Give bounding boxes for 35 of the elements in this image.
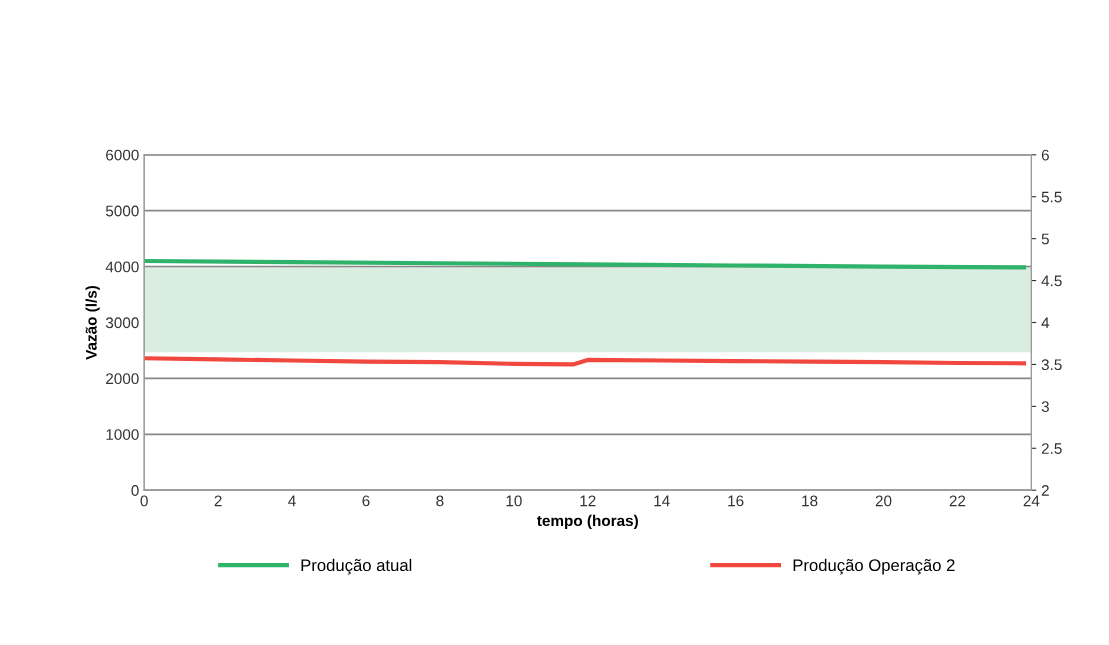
x-tick-label: 24: [1023, 495, 1040, 507]
line-series: [144, 356, 1027, 367]
x-tick-label: 8: [436, 495, 444, 507]
y-tick-label: 5000: [105, 205, 139, 217]
x-axis-title: tempo (horas): [537, 514, 638, 530]
y2-tick-label: 3.5: [1041, 359, 1062, 371]
x-tick-label: 0: [140, 495, 148, 507]
line-series: [144, 258, 1027, 270]
y-tick-label: 1000: [106, 429, 139, 440]
y-tick-label: 2000: [106, 373, 139, 385]
y-tick-label: 0: [131, 485, 139, 496]
y2-tick-label: 2.5: [1041, 443, 1062, 454]
y-axis-title: Vazão (l/s): [85, 285, 100, 360]
x-tick-label: 12: [580, 495, 596, 507]
y2-tick-label: 5.5: [1041, 191, 1062, 203]
y2-tick-label: 6: [1041, 149, 1049, 161]
x-tick-label: 4: [288, 495, 296, 507]
y2-tick-label: 4: [1041, 317, 1050, 329]
y-tick-label: 6000: [106, 149, 139, 161]
x-tick-label: 14: [654, 495, 670, 507]
x-tick-label: 6: [362, 495, 370, 507]
legend-label: Produção atual: [301, 558, 412, 575]
x-tick-label: 22: [949, 495, 966, 507]
x-tick-label: 16: [728, 495, 744, 507]
y-tick-label: 4000: [105, 261, 139, 273]
x-tick-label: 18: [802, 495, 818, 507]
x-tick-label: 20: [875, 495, 892, 507]
y2-tick-label: 5: [1041, 233, 1049, 245]
legend-label: Produção Operação 2: [793, 558, 955, 575]
y2-tick-label: 4.5: [1041, 275, 1062, 287]
y2-tick-label: 3: [1041, 401, 1049, 413]
x-tick-label: 2: [214, 495, 222, 507]
x-tick-label: 10: [506, 495, 522, 507]
y-tick-label: 3000: [105, 317, 139, 329]
y2-tick-label: 2: [1041, 485, 1049, 496]
